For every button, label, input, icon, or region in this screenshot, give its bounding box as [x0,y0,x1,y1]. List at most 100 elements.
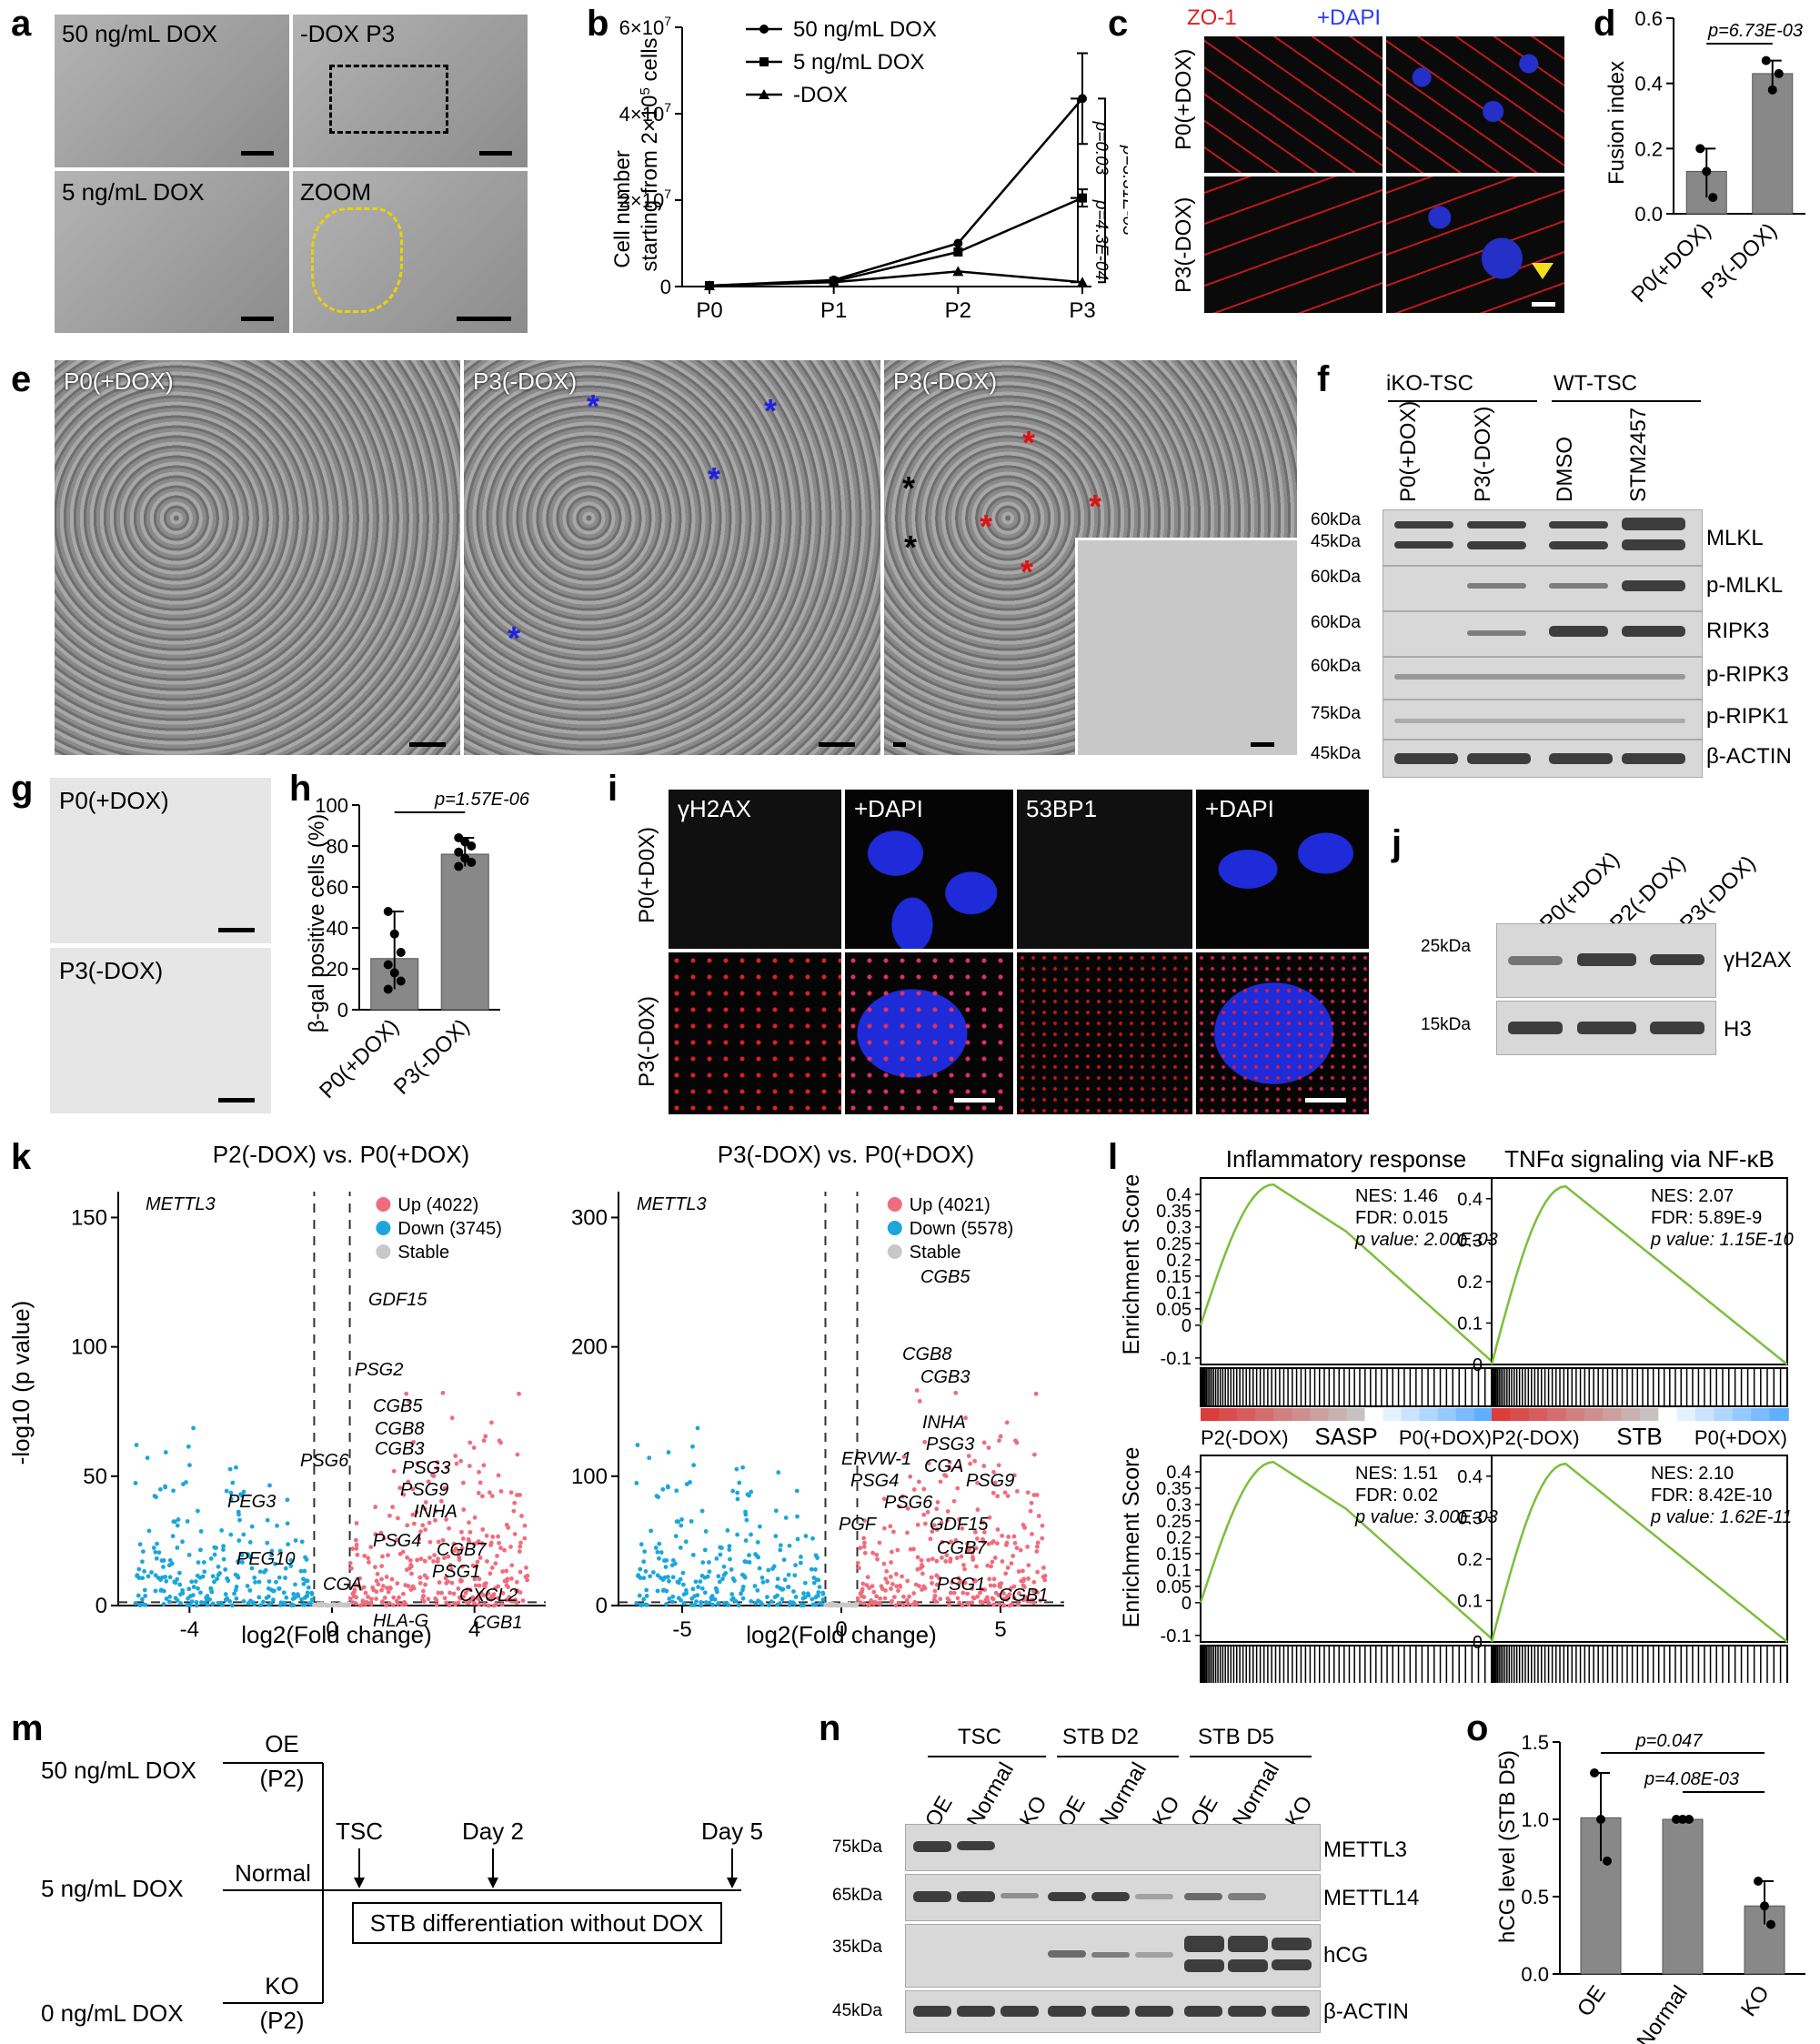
up-point [861,1536,867,1541]
up-point [509,1563,515,1568]
stable-point [850,1602,855,1607]
up-point [452,1600,457,1606]
down-point [288,1564,294,1568]
up-point [1019,1578,1024,1584]
legend-marker [887,1221,902,1235]
y-tick-label: 0.4 [1634,73,1663,96]
up-point [446,1554,451,1559]
down-point [198,1529,204,1534]
up-point [966,1454,971,1458]
y-tick-label: 100 [315,794,348,817]
up-point [405,1523,410,1528]
down-point [813,1566,818,1572]
down-point [740,1596,746,1601]
down-point [204,1595,209,1600]
up-point [486,1596,491,1602]
asterisk-icon: * [980,508,993,545]
down-point [656,1495,661,1500]
down-point [247,1540,253,1545]
micrograph-label: γH2AX [678,795,751,822]
up-point [468,1529,473,1535]
up-point [506,1585,510,1590]
data-point [389,968,399,978]
up-point [433,1517,437,1523]
up-point [900,1603,906,1607]
x-tick-label: OE [1573,1981,1611,2021]
up-point [483,1581,488,1586]
up-point [894,1584,900,1589]
down-point [690,1552,696,1557]
up-point [997,1438,1001,1444]
up-point [467,1520,471,1525]
dose-label: 5 ng/mL DOX [41,1875,184,1902]
up-point [881,1561,887,1566]
down-point [159,1558,165,1563]
down-point [267,1483,272,1488]
up-point [874,1594,880,1599]
up-point [382,1596,387,1600]
up-point [1015,1488,1020,1494]
down-point [164,1578,169,1584]
process-box [352,1902,722,1944]
down-point [707,1560,711,1565]
asterisk-icon: * [902,469,916,507]
data-point [389,929,399,939]
x-tick-label: P1 [820,298,847,323]
y-tick-label: 1.5 [1521,1731,1549,1754]
up-point [1030,1532,1034,1536]
down-point [268,1587,274,1593]
up-point [911,1546,916,1552]
up-point [478,1480,483,1485]
data-point [828,277,840,287]
gene-label: CGA [924,1456,963,1476]
gene-label: CGB8 [902,1344,951,1364]
up-point [938,1596,943,1602]
down-point [175,1545,180,1550]
up-point [414,1509,419,1515]
down-point [161,1565,166,1569]
rank-gradient [1419,1408,1439,1421]
x-tick-label: P2 [945,298,971,323]
up-point [858,1600,863,1606]
data-point [454,861,464,871]
down-point [667,1578,671,1584]
down-point [265,1517,270,1523]
up-point [934,1582,940,1587]
down-point [635,1443,640,1447]
marker-label: 60kDa [1311,568,1361,587]
up-point [449,1415,455,1421]
y-tick-label: 150 [71,1205,107,1230]
y-tick-label: 0.15 [1156,1267,1192,1287]
gene-label: INHA [414,1502,458,1522]
group-line [928,1756,1046,1757]
up-point [1031,1452,1037,1457]
micrograph-label: 50 ng/mL DOX [62,20,218,47]
up-point [515,1493,519,1497]
y-tick-label: 0.3 [1166,1218,1192,1238]
up-point [380,1554,385,1559]
up-point [912,1601,918,1606]
rank-gradient [1255,1408,1275,1421]
up-point [437,1580,442,1585]
stable-point [320,1602,326,1607]
down-point [186,1586,192,1592]
up-point [426,1479,431,1485]
down-point [692,1603,697,1607]
down-point [299,1596,304,1602]
up-point [901,1594,906,1599]
up-point [968,1461,973,1466]
up-point [1003,1543,1009,1547]
protein-label: hCG [1323,1943,1369,1968]
up-point [517,1549,522,1554]
down-point [739,1591,743,1596]
blot-p-ripk3 [1383,657,1703,700]
data-point [1767,85,1777,95]
up-point [457,1595,462,1600]
up-point [1011,1554,1016,1558]
down-point [290,1596,296,1602]
down-point [185,1603,190,1608]
group-label: STB D5 [1198,1725,1275,1749]
panel-letter-f: f [1317,359,1330,399]
up-point [518,1569,523,1575]
down-point [644,1594,649,1598]
